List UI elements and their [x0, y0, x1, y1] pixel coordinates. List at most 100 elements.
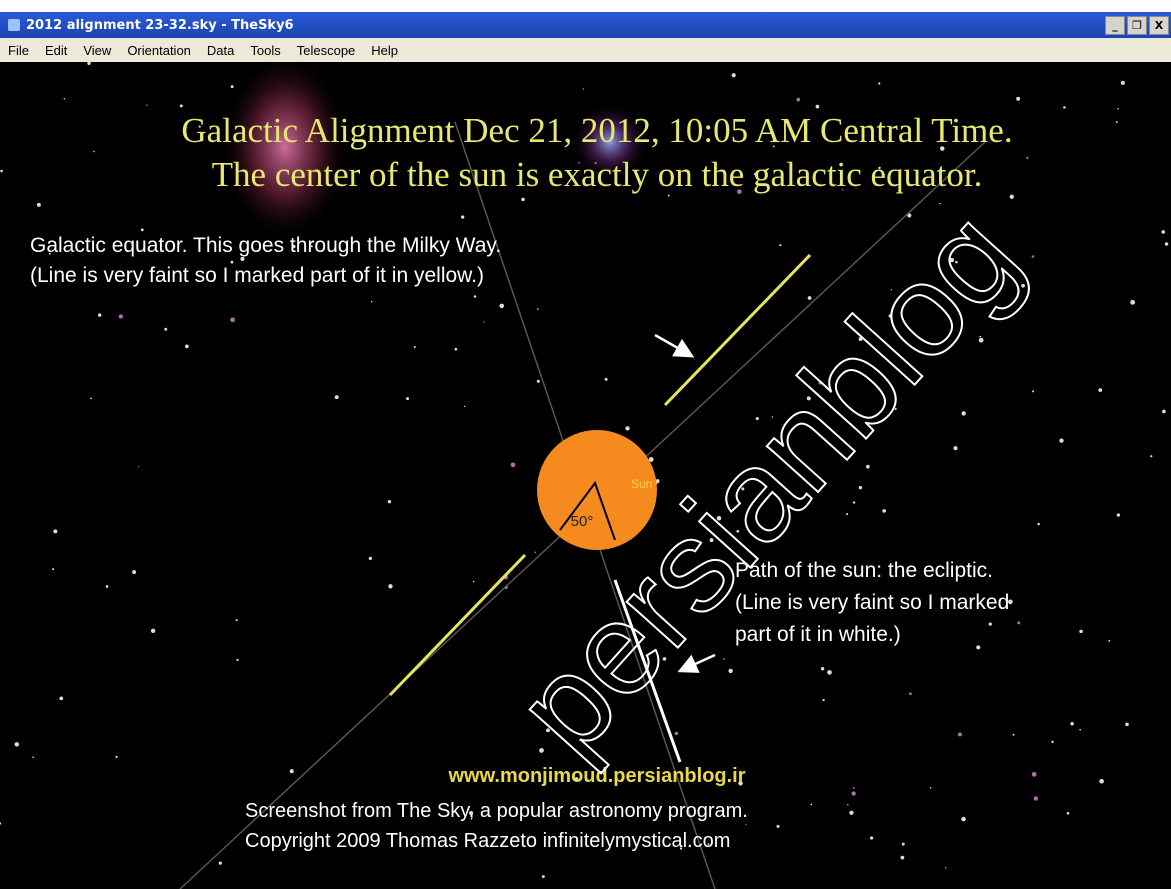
star: [511, 462, 516, 467]
star: [521, 198, 525, 202]
star: [236, 619, 238, 621]
star: [106, 585, 109, 588]
star: [151, 629, 155, 633]
star: [605, 378, 608, 381]
star: [1121, 81, 1125, 85]
star: [1079, 729, 1081, 731]
star: [878, 82, 880, 84]
star: [808, 296, 812, 300]
equator-note: (Line is very faint so I marked part of …: [30, 264, 484, 287]
menu-item[interactable]: Data: [199, 43, 242, 58]
star: [1161, 230, 1165, 234]
star: [1116, 121, 1118, 123]
headline: The center of the sun is exactly on the …: [212, 155, 983, 194]
star: [779, 244, 781, 246]
star: [810, 804, 812, 806]
star: [852, 791, 856, 795]
star: [945, 867, 947, 869]
star: [461, 215, 464, 218]
star: [816, 105, 820, 109]
menu-item[interactable]: Tools: [242, 43, 288, 58]
star: [369, 557, 372, 560]
star: [1032, 390, 1034, 392]
star: [902, 843, 905, 846]
star: [164, 328, 167, 331]
star: [846, 513, 848, 515]
star: [371, 301, 372, 302]
star: [625, 426, 629, 430]
star: [1067, 812, 1070, 815]
headline: Galactic Alignment Dec 21, 2012, 10:05 A…: [181, 111, 1012, 150]
star: [542, 875, 545, 878]
star: [1125, 723, 1129, 727]
star: [1130, 300, 1135, 305]
star: [989, 623, 992, 626]
star: [976, 645, 980, 649]
star: [853, 787, 854, 788]
star: [1026, 157, 1028, 159]
star: [1010, 195, 1014, 199]
star: [1079, 630, 1083, 634]
star: [455, 348, 458, 351]
star: [185, 345, 189, 349]
star: [1063, 106, 1066, 109]
star: [484, 321, 485, 322]
app-window: 2012 alignment 23-32.sky - TheSky6 _ ❐ X…: [0, 0, 1171, 889]
star: [1032, 255, 1035, 258]
star: [1117, 108, 1118, 109]
credit-line: Copyright 2009 Thomas Razzeto infinitely…: [245, 830, 730, 852]
star: [1150, 455, 1152, 457]
star: [909, 692, 912, 695]
star: [59, 696, 63, 700]
star: [464, 406, 465, 407]
star: [37, 203, 41, 207]
star: [1098, 388, 1102, 392]
minimize-button[interactable]: _: [1105, 16, 1125, 35]
menu-item[interactable]: Telescope: [289, 43, 364, 58]
star: [1117, 513, 1120, 516]
star: [388, 500, 391, 503]
star: [499, 304, 504, 309]
star: [1059, 438, 1063, 442]
star: [1017, 621, 1020, 624]
menu-item[interactable]: View: [75, 43, 119, 58]
star: [473, 581, 474, 582]
sky-view: 50° Sun Galactic Alignment Dec 21, 2012,…: [0, 62, 1171, 889]
star: [230, 317, 235, 322]
star: [930, 787, 932, 789]
menu-item[interactable]: File: [0, 43, 37, 58]
star: [240, 257, 244, 261]
title-bar: 2012 alignment 23-32.sky - TheSky6 _ ❐ X: [0, 12, 1171, 38]
star: [849, 811, 853, 815]
star: [474, 295, 477, 298]
star: [180, 104, 183, 107]
star: [414, 346, 416, 348]
star: [53, 529, 57, 533]
star: [961, 817, 965, 821]
star: [901, 856, 905, 860]
star: [1162, 410, 1166, 414]
star: [728, 669, 732, 673]
star: [796, 98, 800, 102]
equator-note: Galactic equator. This goes through the …: [30, 234, 501, 257]
menu-item[interactable]: Help: [363, 43, 406, 58]
star: [290, 769, 294, 773]
star: [847, 804, 848, 805]
menu-item[interactable]: Orientation: [119, 43, 199, 58]
star: [537, 380, 540, 383]
star: [821, 667, 824, 670]
star: [15, 742, 19, 746]
close-button[interactable]: X: [1149, 16, 1169, 35]
star: [583, 88, 585, 90]
star: [675, 732, 678, 735]
star: [115, 756, 117, 758]
star: [52, 568, 54, 570]
star: [853, 501, 855, 503]
star: [1070, 722, 1073, 725]
menu-item[interactable]: Edit: [37, 43, 75, 58]
star: [539, 748, 544, 753]
star: [777, 825, 780, 828]
star: [958, 732, 962, 736]
maximize-button[interactable]: ❐: [1127, 16, 1147, 35]
